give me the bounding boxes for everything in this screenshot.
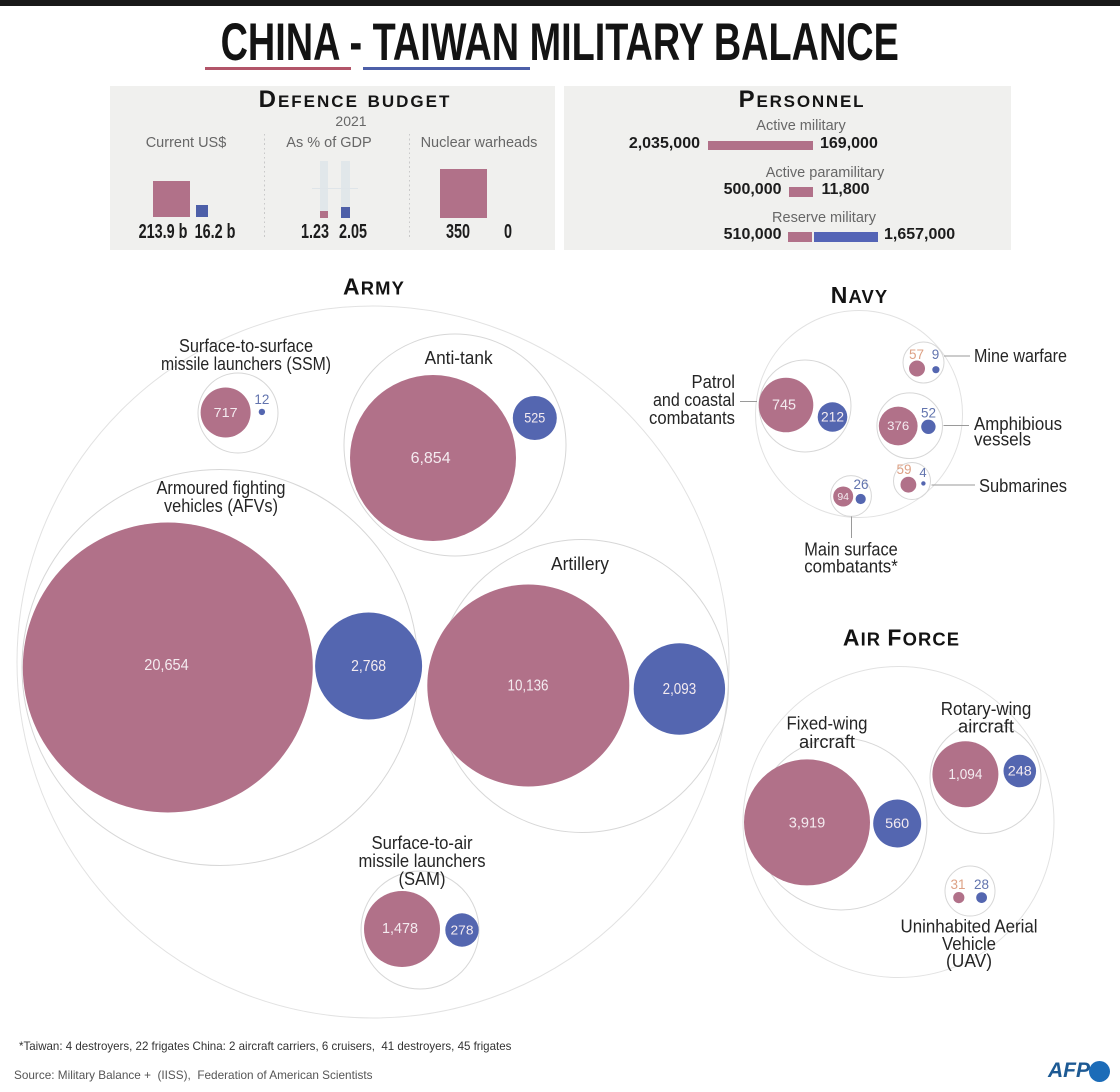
svg-text:Surface-to-air: Surface-to-air	[372, 833, 473, 853]
svg-text:Rotary-wing: Rotary-wing	[941, 699, 1032, 719]
svg-text:2,768: 2,768	[351, 658, 386, 675]
svg-text:31: 31	[950, 877, 965, 892]
svg-text:Vehicle: Vehicle	[942, 934, 996, 954]
svg-text:26: 26	[853, 477, 868, 492]
svg-text:Mine warfare: Mine warfare	[974, 346, 1067, 366]
svg-text:Uninhabited Aerial: Uninhabited Aerial	[901, 917, 1038, 937]
svg-text:vessels: vessels	[974, 430, 1031, 450]
svg-text:and coastal: and coastal	[653, 390, 735, 410]
svg-text:Fixed-wing: Fixed-wing	[787, 714, 868, 734]
svg-text:Armoured fighting: Armoured fighting	[157, 478, 286, 498]
svg-text:278: 278	[451, 923, 474, 938]
svg-text:94: 94	[837, 491, 849, 503]
svg-text:10,136: 10,136	[508, 678, 549, 695]
svg-text:376: 376	[887, 421, 909, 433]
svg-text:248: 248	[1008, 764, 1032, 779]
svg-text:aircraft: aircraft	[799, 732, 855, 752]
svg-text:4: 4	[919, 465, 926, 480]
svg-text:ARMY: ARMY	[343, 274, 405, 300]
svg-text:Surface-to-surface: Surface-to-surface	[179, 336, 313, 356]
svg-text:20,654: 20,654	[144, 657, 189, 674]
svg-text:Anti-tank: Anti-tank	[425, 348, 494, 368]
svg-text:2,093: 2,093	[663, 681, 697, 698]
svg-text:(SAM): (SAM)	[399, 869, 446, 889]
svg-text:52: 52	[921, 406, 936, 421]
svg-text:Main surface: Main surface	[804, 540, 898, 560]
svg-text:12: 12	[254, 392, 269, 407]
svg-text:AIR FORCE: AIR FORCE	[843, 625, 960, 651]
svg-text:missile launchers (SSM): missile launchers (SSM)	[161, 354, 331, 374]
svg-text:28: 28	[974, 877, 989, 892]
svg-text:1,094: 1,094	[948, 767, 982, 783]
svg-text:missile launchers: missile launchers	[359, 851, 486, 871]
svg-text:1,478: 1,478	[382, 921, 418, 937]
svg-text:combatants*: combatants*	[804, 557, 898, 577]
svg-text:vehicles (AFVs): vehicles (AFVs)	[164, 496, 278, 516]
svg-text:Artillery: Artillery	[551, 554, 609, 574]
svg-text:57: 57	[909, 347, 924, 362]
svg-text:212: 212	[821, 410, 844, 425]
svg-text:(UAV): (UAV)	[946, 951, 992, 971]
svg-text:3,919: 3,919	[789, 814, 826, 831]
svg-text:745: 745	[772, 397, 796, 414]
svg-text:Submarines: Submarines	[979, 476, 1067, 496]
svg-text:6,854: 6,854	[411, 450, 451, 467]
svg-text:Amphibious: Amphibious	[974, 414, 1062, 434]
svg-text:combatants: combatants	[649, 408, 735, 428]
svg-text:9: 9	[932, 347, 940, 362]
svg-text:525: 525	[524, 411, 545, 426]
svg-text:NAVY: NAVY	[831, 282, 888, 308]
svg-text:59: 59	[896, 462, 911, 477]
svg-text:560: 560	[885, 815, 909, 831]
svg-text:aircraft: aircraft	[958, 717, 1014, 737]
svg-text:717: 717	[214, 406, 238, 420]
svg-text:Patrol: Patrol	[692, 372, 736, 392]
